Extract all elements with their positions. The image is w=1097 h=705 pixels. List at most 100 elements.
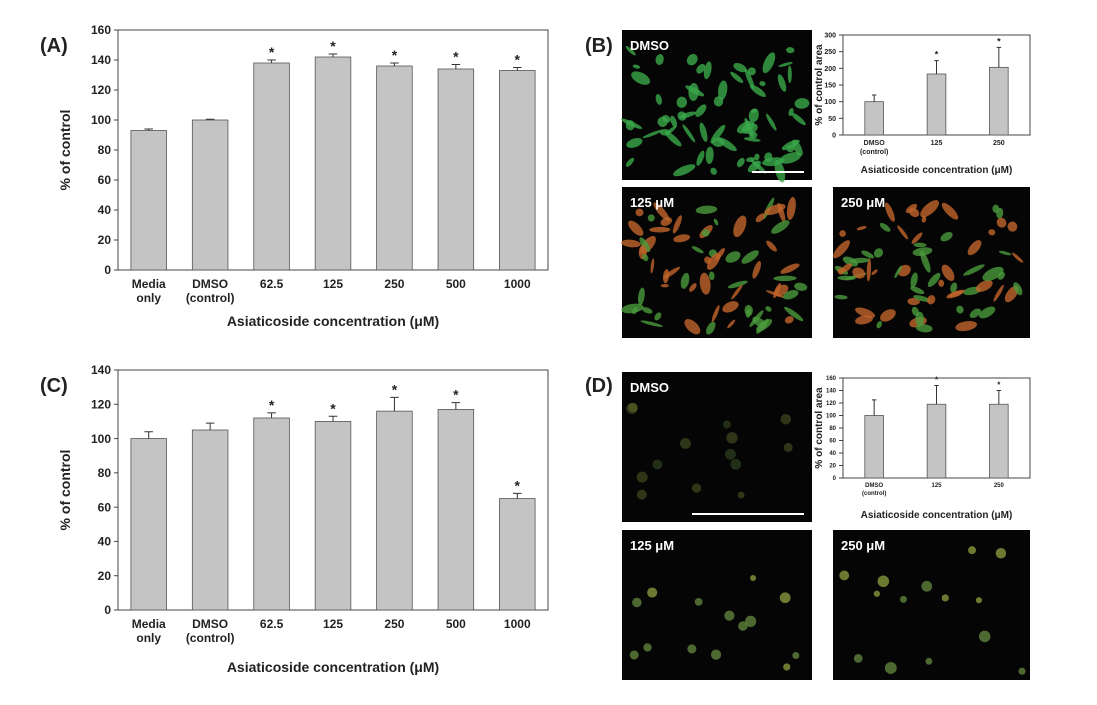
cell <box>1018 667 1026 675</box>
y-tick-label: 40 <box>829 451 836 457</box>
y-tick-label: 160 <box>826 376 837 382</box>
cell <box>765 306 772 312</box>
significance-marker: * <box>330 38 336 54</box>
cell <box>710 124 726 144</box>
cell <box>849 257 870 264</box>
micrograph <box>622 372 812 522</box>
cell <box>625 157 635 167</box>
x-tick-label: Media only <box>132 277 166 305</box>
cell <box>941 264 955 282</box>
cell <box>794 98 810 109</box>
cell <box>762 157 785 167</box>
cell <box>927 295 936 305</box>
panel-label: (A) <box>40 35 68 57</box>
x-tick-label: 125 <box>323 617 343 631</box>
cell <box>911 232 923 244</box>
cell <box>691 483 702 493</box>
cell <box>743 137 761 142</box>
y-tick-label: 0 <box>832 132 836 139</box>
cell <box>705 146 714 164</box>
x-tick-label: Media only <box>132 617 166 645</box>
significance-marker: * <box>997 36 1001 46</box>
cell <box>642 254 649 262</box>
cell <box>873 248 884 258</box>
cell <box>759 81 766 87</box>
y-tick-label: 160 <box>91 23 111 37</box>
cell <box>880 309 896 322</box>
cell <box>786 196 796 220</box>
cell <box>879 222 891 232</box>
bar <box>926 73 947 136</box>
cell <box>706 252 721 270</box>
cell <box>996 207 1004 219</box>
y-axis-title: % of control area <box>814 44 825 126</box>
cell <box>975 280 993 292</box>
cell <box>783 442 793 452</box>
bar <box>499 498 536 611</box>
error-bar <box>267 412 276 418</box>
y-axis-title: % of control area <box>814 387 825 469</box>
x-axis-title: Asiaticoside concentration (μM) <box>227 313 439 329</box>
cell <box>682 124 696 143</box>
cell <box>642 129 664 139</box>
x-tick-label: 500 <box>446 277 466 291</box>
cell <box>788 108 794 117</box>
error-bar <box>934 60 939 74</box>
bar <box>253 62 290 271</box>
micrograph-label: DMSO <box>630 380 669 395</box>
bar <box>191 119 229 271</box>
cell <box>726 432 738 444</box>
cell <box>736 120 755 134</box>
cell <box>653 202 670 222</box>
cell <box>909 207 920 218</box>
cell <box>676 96 688 108</box>
cell <box>660 284 669 288</box>
cell <box>636 471 648 483</box>
cell <box>655 94 662 105</box>
cell <box>993 284 1004 302</box>
cell <box>783 663 791 671</box>
cell <box>710 167 717 175</box>
x-tick-label: 125 <box>323 277 343 291</box>
cell <box>871 269 878 276</box>
bar <box>437 409 475 611</box>
cell <box>963 264 985 276</box>
cell <box>657 116 668 127</box>
cell <box>941 594 949 602</box>
cell <box>749 84 766 98</box>
error-bar <box>144 431 153 439</box>
cell <box>680 272 690 289</box>
cell <box>736 157 745 168</box>
x-tick-label: 250 <box>993 140 1005 147</box>
y-tick-label: 60 <box>829 439 836 445</box>
cell <box>711 137 725 147</box>
cell <box>784 306 804 322</box>
cell <box>780 263 800 274</box>
y-tick-label: 40 <box>98 203 112 217</box>
x-tick-label: 250 <box>384 277 404 291</box>
cell <box>925 657 933 665</box>
x-axis-title: Asiaticoside concentration (μM) <box>227 659 439 675</box>
cell <box>752 316 767 329</box>
error-bar <box>328 415 338 422</box>
cell <box>920 200 940 218</box>
error-bar <box>390 62 399 66</box>
cell <box>687 644 697 654</box>
cell <box>731 284 743 300</box>
cell <box>621 118 643 129</box>
cell <box>855 307 876 318</box>
cell <box>694 597 703 606</box>
cell <box>722 420 731 429</box>
error-bar <box>451 64 461 69</box>
cell <box>967 240 982 256</box>
cell <box>655 54 664 65</box>
cell <box>975 597 982 604</box>
cell <box>978 306 996 319</box>
cell <box>779 592 791 604</box>
cell <box>786 47 795 54</box>
cell <box>727 319 736 329</box>
cell <box>915 324 933 333</box>
x-tick-label: 125 <box>931 140 943 147</box>
cell <box>873 590 881 597</box>
y-axis-title: % of control <box>57 450 73 531</box>
